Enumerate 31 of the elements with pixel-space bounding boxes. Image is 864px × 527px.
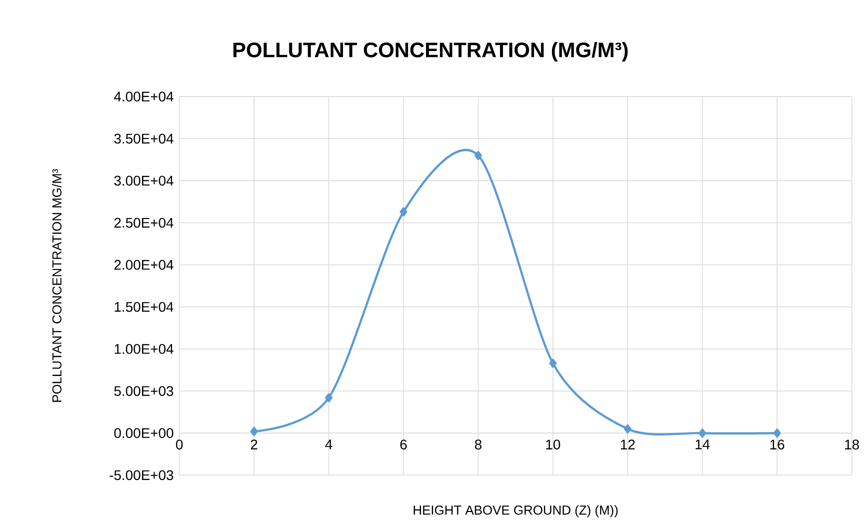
point bbox=[250, 426, 258, 436]
x-tick-label: 8 bbox=[474, 440, 482, 450]
chart-title: POLLUTANT CONCENTRATION (MG/M³) bbox=[233, 42, 628, 62]
x-tick-label: 14 bbox=[696, 440, 710, 450]
y-tick-label: 1.50E+04 bbox=[114, 302, 174, 312]
y-tick-label: 5.00E+03 bbox=[114, 386, 174, 396]
y-tick-label: 0.00E+00 bbox=[114, 428, 174, 438]
x-tick-label: 2 bbox=[250, 440, 258, 450]
point bbox=[624, 424, 632, 434]
y-tick-label: -5.00E+03 bbox=[110, 470, 174, 480]
x-tick-label: 4 bbox=[325, 440, 332, 450]
point bbox=[698, 428, 706, 438]
x-tick-label: 10 bbox=[546, 440, 560, 450]
y-tick-label: 1.00E+04 bbox=[114, 344, 174, 354]
point bbox=[773, 428, 781, 438]
x-tick-label: 18 bbox=[845, 440, 859, 450]
x-tick-label: 16 bbox=[770, 440, 784, 450]
point bbox=[474, 150, 482, 160]
y-tick-label: 3.00E+04 bbox=[114, 176, 174, 186]
x-axis-title: HEIGHT ABOVE GROUND (Z) (M)) bbox=[414, 505, 618, 518]
point bbox=[400, 207, 408, 216]
x-tick-label: 12 bbox=[620, 440, 635, 450]
x-tick-label: 0 bbox=[176, 440, 183, 450]
y-tick-label: 2.00E+04 bbox=[114, 260, 174, 270]
point bbox=[325, 393, 332, 402]
y-tick-label: 3.50E+04 bbox=[114, 134, 174, 144]
y-tick-label: 4.00E+04 bbox=[114, 92, 174, 102]
x-tick-label: 6 bbox=[400, 440, 407, 450]
y-axis-title: POLLUTANT CONCENTRATION MG/M³ bbox=[52, 169, 62, 402]
point bbox=[549, 358, 557, 368]
y-tick-label: 2.50E+04 bbox=[114, 218, 174, 228]
